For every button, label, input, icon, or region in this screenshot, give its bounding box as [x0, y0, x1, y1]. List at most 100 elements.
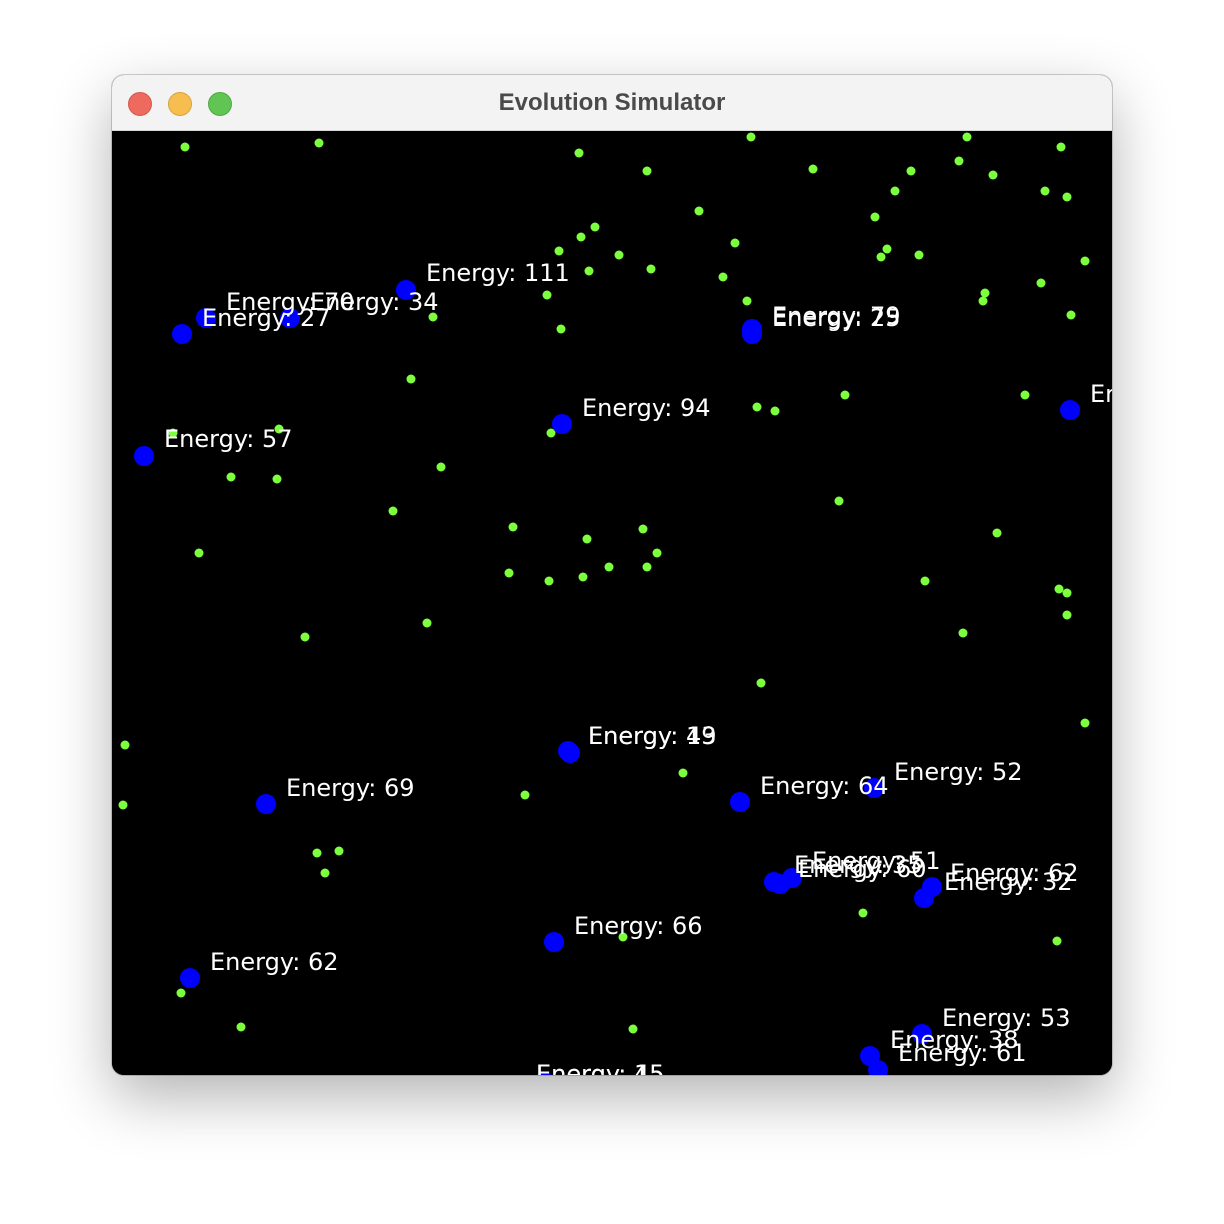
creature-energy-label: Energy: 38 [890, 1026, 1019, 1054]
food-pellet [652, 548, 662, 558]
window-title: Evolution Simulator [498, 89, 726, 116]
creature-energy-label: Energy: 66 [574, 912, 703, 940]
food-pellet [226, 472, 236, 482]
food-pellet [1020, 390, 1030, 400]
food-pellet [334, 846, 344, 856]
creature [256, 794, 276, 814]
creature-energy-label: Energy: 34 [310, 288, 439, 316]
creature [770, 874, 790, 894]
creature-energy-label: Energy: 62 [950, 859, 1079, 887]
food-pellet [962, 132, 972, 142]
creature-energy-label: Energy: 25 [772, 304, 901, 332]
food-pellet [428, 312, 438, 322]
simulation-canvas: Energy: 111 Energy: 70 Energy: 34 Energy: 2… [112, 132, 1112, 1075]
food-pellet [314, 138, 324, 148]
food-pellet [1052, 936, 1062, 946]
creature [1060, 400, 1080, 420]
food-pellet [576, 232, 586, 242]
food-pellet [176, 988, 186, 998]
creature-energy-label: Energy: 69 [286, 774, 415, 802]
food-pellet [756, 678, 766, 688]
food-pellet [520, 790, 530, 800]
food-pellet [978, 296, 988, 306]
creature-energy-label: Energy: 94 [582, 394, 711, 422]
food-pellet [642, 166, 652, 176]
food-pellet [556, 324, 566, 334]
food-pellet [890, 186, 900, 196]
food-pellet [808, 164, 818, 174]
creature [280, 308, 300, 328]
close-button[interactable] [128, 92, 152, 116]
food-pellet [840, 390, 850, 400]
food-pellet [194, 548, 204, 558]
food-pellet [544, 576, 554, 586]
food-pellet [1080, 718, 1090, 728]
creature [912, 1024, 932, 1044]
app-window: Evolution Simulator Energy: 111 Energy: 7… [112, 75, 1112, 1075]
food-pellet [1036, 278, 1046, 288]
creature-energy-label: Energy: 43 [588, 722, 717, 750]
food-pellet [746, 132, 756, 142]
food-pellet [882, 244, 892, 254]
food-pellet [678, 768, 688, 778]
creature [134, 446, 154, 466]
food-pellet [582, 534, 592, 544]
food-pellet [858, 908, 868, 918]
creature [730, 792, 750, 812]
food-pellet [274, 424, 284, 434]
food-pellet [422, 618, 432, 628]
creature [536, 1072, 552, 1075]
food-pellet [980, 288, 990, 298]
food-pellet [584, 266, 594, 276]
food-pellet [906, 166, 916, 176]
food-pellet [578, 572, 588, 582]
food-pellet [1054, 584, 1064, 594]
creature-energy-label: Energy: 45 [536, 1060, 665, 1075]
food-pellet [312, 848, 322, 858]
food-pellet [1080, 256, 1090, 266]
creature-energy-label: Energy: 53 [942, 1004, 1071, 1032]
creature [742, 324, 762, 344]
food-pellet [436, 462, 446, 472]
creature-energy-label: Energy: 19 [588, 722, 717, 750]
food-pellet [920, 576, 930, 586]
food-pellet [168, 428, 178, 438]
food-pellet [614, 250, 624, 260]
food-pellet [406, 374, 416, 384]
creature-energy-label: Er [1090, 380, 1112, 408]
food-pellet [120, 740, 130, 750]
food-pellet [504, 568, 514, 578]
food-pellet [876, 252, 886, 262]
creature [868, 1060, 888, 1075]
food-pellet [694, 206, 704, 216]
food-pellet [628, 1024, 638, 1034]
creature [172, 324, 192, 344]
food-pellet [180, 142, 190, 152]
creature [560, 743, 580, 763]
creature-energy-label: Energy: 52 [894, 758, 1023, 786]
zoom-button[interactable] [208, 92, 232, 116]
food-pellet [618, 932, 628, 942]
creature [180, 968, 200, 988]
food-pellet [834, 496, 844, 506]
food-pellet [546, 428, 556, 438]
food-pellet [742, 296, 752, 306]
creature-energy-label: Energy: 79 [772, 302, 901, 330]
food-pellet [388, 506, 398, 516]
creature-energy-label: Energy: 70 [226, 288, 355, 316]
food-pellet [730, 238, 740, 248]
minimize-button[interactable] [168, 92, 192, 116]
food-pellet [954, 156, 964, 166]
food-pellet [574, 148, 584, 158]
food-pellet [770, 406, 780, 416]
food-pellet [272, 474, 282, 484]
food-pellet [542, 290, 552, 300]
title-bar[interactable]: Evolution Simulator [112, 75, 1112, 131]
food-pellet [554, 246, 564, 256]
creature [196, 308, 216, 328]
creature-energy-label: Energy: 32 [944, 868, 1073, 896]
food-pellet [508, 522, 518, 532]
creature [864, 778, 884, 798]
creature-energy-label: Energy: 64 [760, 772, 889, 800]
